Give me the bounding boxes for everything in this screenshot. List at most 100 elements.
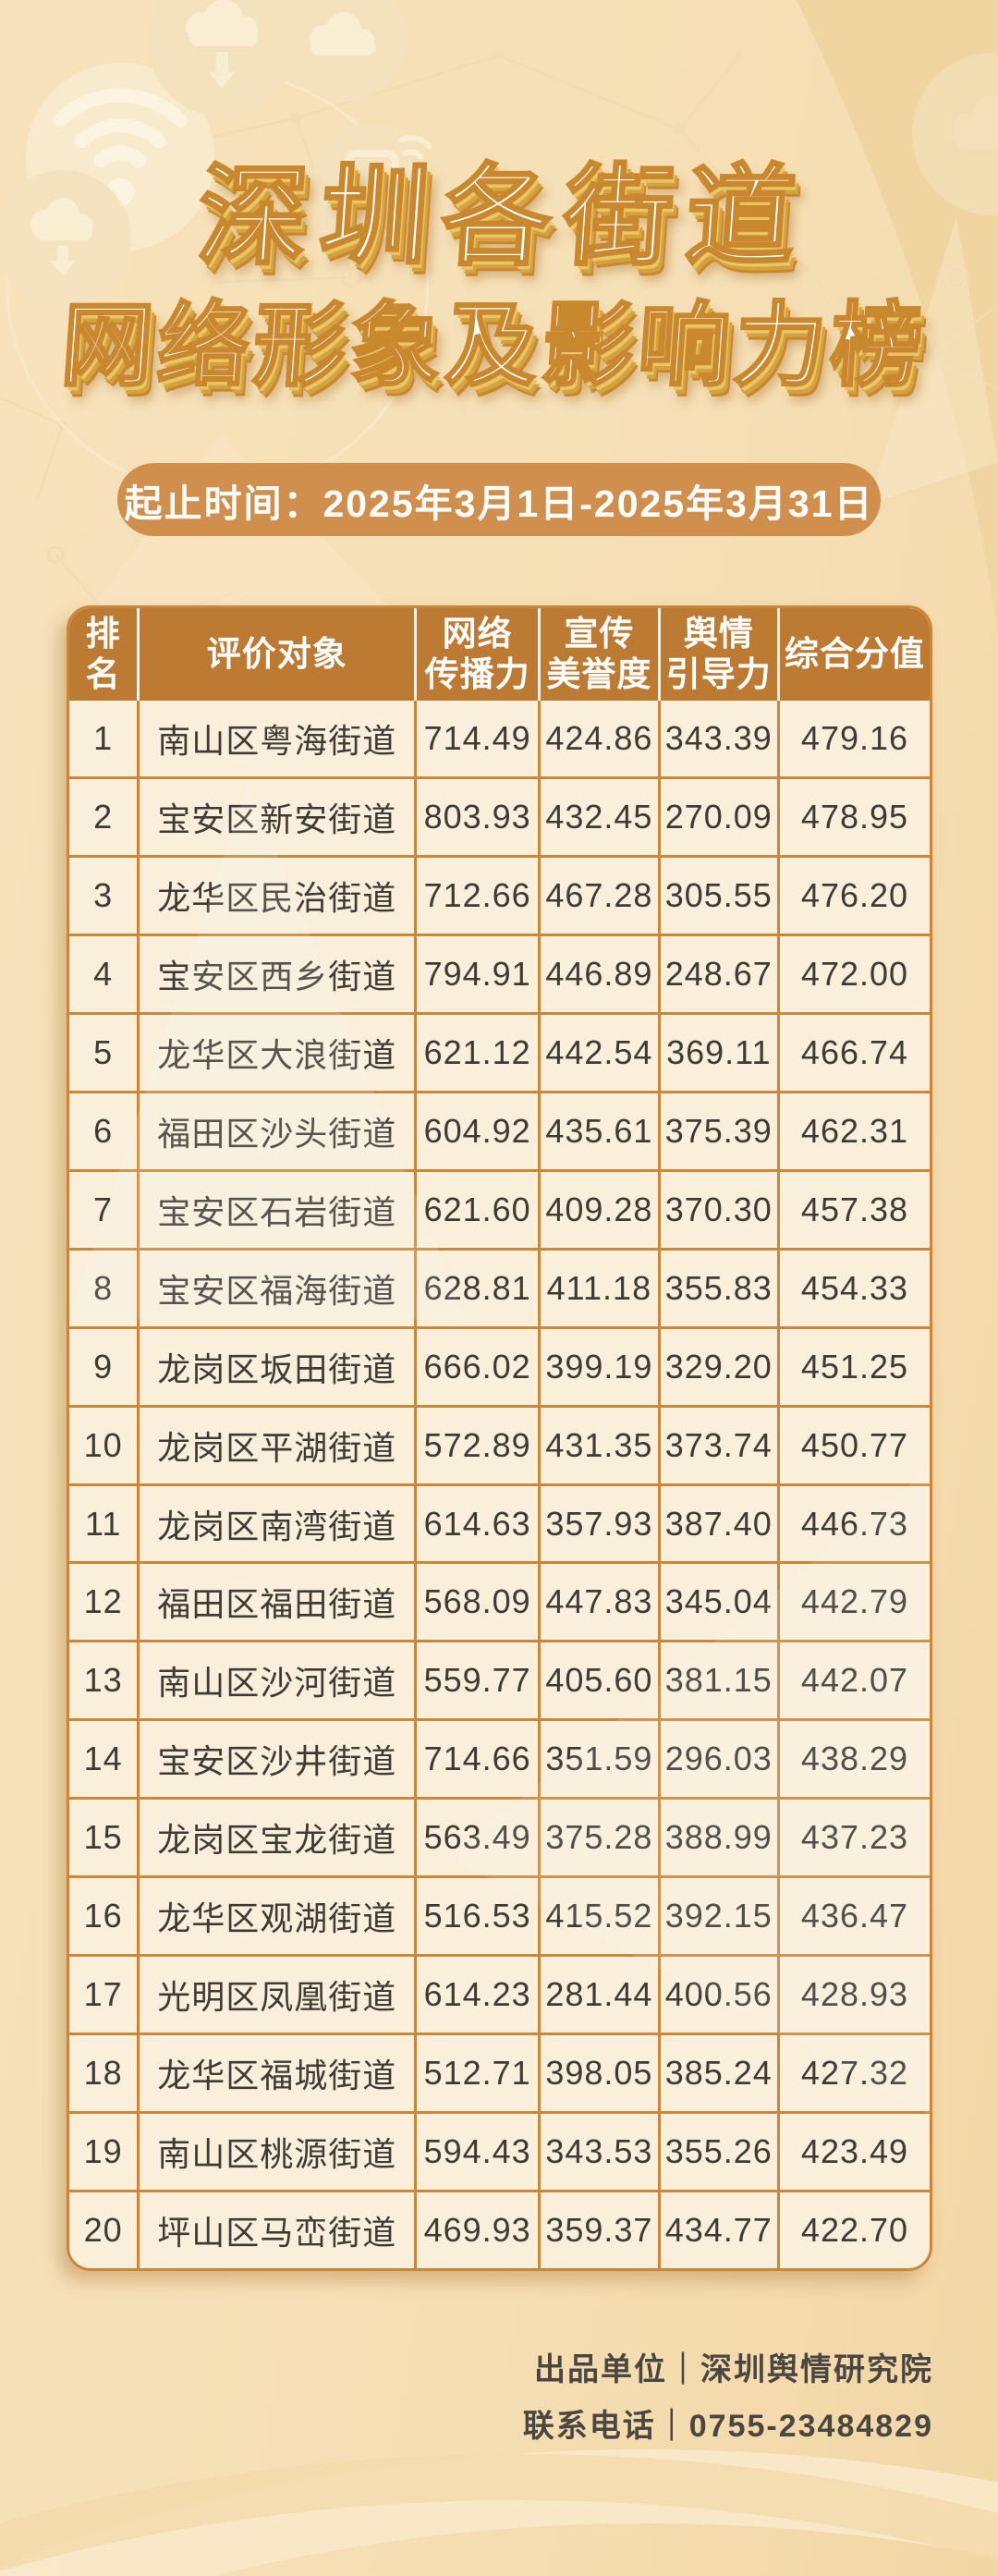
rank-cell: 19 [69, 2114, 140, 2191]
column-header-spread: 网络 传播力 [417, 608, 542, 701]
spread-score-cell: 714.66 [417, 1721, 542, 1798]
composite-score-cell: 423.49 [800, 2132, 909, 2171]
publisher-line: 出品单位｜深圳舆情研究院 [534, 2352, 933, 2387]
composite-score-cell: 478.95 [800, 797, 909, 836]
street-name-cell: 龙华区大浪街道 [140, 1014, 418, 1091]
rank-cell: 20 [69, 2192, 140, 2268]
rank-cell: 7 [69, 1171, 140, 1248]
composite-score-cell: 437.23 [800, 1818, 909, 1857]
reputation-score-cell: 351.59 [541, 1721, 661, 1798]
spread-score-cell: 614.63 [417, 1485, 542, 1562]
table-body: 1 南山区粤海街道 714.49 424.86 343.39 479.16 2 宝安区新安街道… [69, 701, 930, 2268]
guidance-score-cell: 345.04 [661, 1564, 780, 1641]
spread-score-cell: 714.49 [417, 701, 542, 776]
composite-score-cell: 422.70 [800, 2211, 909, 2250]
composite-score-cell: 466.74 [800, 1032, 909, 1071]
composite-score-cell: 446.73 [800, 1504, 909, 1543]
street-name-cell: 龙岗区平湖街道 [140, 1407, 418, 1483]
composite-score-cell: 472.00 [800, 954, 909, 993]
guidance-score-cell: 355.83 [661, 1250, 780, 1326]
reputation-score-cell: 398.05 [541, 2035, 661, 2112]
table-row: 12 福田区福田街道 568.09 447.83 345.04 442.79 [69, 1561, 930, 1641]
composite-score-cell: 451.25 [800, 1347, 909, 1386]
table-row: 3 龙华区民治街道 712.66 467.28 305.55 476.20 [69, 854, 930, 934]
reputation-score-cell: 435.61 [541, 1093, 661, 1169]
guidance-score-cell: 388.99 [661, 1800, 780, 1876]
composite-score-cell: 462.31 [800, 1111, 909, 1150]
composite-score-cell: 427.32 [800, 2054, 909, 2093]
reputation-score-cell: 409.28 [541, 1171, 661, 1248]
rank-cell: 9 [69, 1328, 140, 1405]
table-row: 2 宝安区新安街道 803.93 432.45 270.09 478.95 [69, 775, 930, 855]
composite-score-cell: 438.29 [800, 1740, 909, 1778]
guidance-score-cell: 270.09 [661, 778, 780, 855]
column-header-target: 评价对象 [140, 608, 418, 701]
title-line-1: 深圳各街道 [192, 155, 813, 280]
reputation-score-cell: 467.28 [541, 857, 661, 934]
spread-score-cell: 469.93 [417, 2192, 542, 2268]
table-row: 15 龙岗区宝龙街道 563.49 375.28 388.99 437.23 [69, 1797, 930, 1876]
table-row: 16 龙华区观湖街道 516.53 415.52 392.15 436.47 [69, 1875, 930, 1955]
ranking-table: 排名 评价对象 网络 传播力 宣传 美誉度 舆情 引导力 综合分值 1 南山区粤海街道 714… [67, 605, 932, 2271]
street-name-cell: 宝安区石岩街道 [140, 1171, 418, 1248]
rank-cell: 17 [69, 1957, 140, 2033]
reputation-score-cell: 424.86 [541, 701, 661, 776]
reputation-score-cell: 375.28 [541, 1800, 661, 1876]
table-row: 11 龙岗区南湾街道 614.63 357.93 387.40 446.73 [69, 1483, 930, 1562]
guidance-score-cell: 375.39 [661, 1093, 780, 1169]
rank-cell: 10 [69, 1407, 140, 1483]
street-name-cell: 坪山区马峦街道 [140, 2192, 418, 2268]
guidance-score-cell: 387.40 [661, 1485, 780, 1562]
spread-score-cell: 572.89 [417, 1407, 542, 1483]
table-row: 19 南山区桃源街道 594.43 343.53 355.26 423.49 [69, 2111, 930, 2191]
guidance-score-cell: 400.56 [661, 1957, 780, 2033]
guidance-score-cell: 248.67 [661, 935, 780, 1012]
table-row: 18 龙华区福城街道 512.71 398.05 385.24 427.32 [69, 2033, 930, 2112]
period-banner-text: 起止时间：2025年3月1日-2025年3月31日 [124, 482, 874, 525]
street-name-cell: 龙华区福城街道 [140, 2035, 418, 2112]
spread-score-cell: 628.81 [417, 1250, 542, 1326]
table-row: 4 宝安区西乡街道 794.91 446.89 248.67 472.00 [69, 933, 930, 1012]
spread-score-cell: 568.09 [417, 1564, 542, 1641]
street-name-cell: 南山区桃源街道 [140, 2114, 418, 2191]
phone-wifi-icon [312, 124, 432, 242]
reputation-score-cell: 415.52 [541, 1878, 661, 1955]
street-name-cell: 龙岗区南湾街道 [140, 1485, 418, 1562]
cloud-icon [281, 0, 407, 102]
spread-score-cell: 512.71 [417, 2035, 542, 2112]
reputation-score-cell: 447.83 [541, 1564, 661, 1641]
street-name-cell: 福田区沙头街道 [140, 1093, 418, 1169]
bottom-curve-band [0, 2454, 998, 2571]
column-header-guidance: 舆情 引导力 [661, 608, 780, 701]
spread-score-cell: 712.66 [417, 857, 542, 934]
reputation-score-cell: 281.44 [541, 1957, 661, 2033]
street-name-cell: 龙华区观湖街道 [140, 1878, 418, 1955]
street-name-cell: 龙华区民治街道 [140, 857, 418, 934]
street-name-cell: 南山区沙河街道 [140, 1642, 418, 1719]
spread-score-cell: 794.91 [417, 935, 542, 1012]
composite-score-cell: 450.77 [800, 1425, 909, 1464]
period-banner: 起止时间：2025年3月1日-2025年3月31日 [117, 463, 881, 536]
table-row: 20 坪山区马峦街道 469.93 359.37 434.77 422.70 [69, 2190, 930, 2268]
guidance-score-cell: 305.55 [661, 857, 780, 934]
composite-score-cell: 442.79 [800, 1582, 909, 1621]
footer: 出品单位｜深圳舆情研究院 联系电话｜0755-23484829 [523, 2342, 933, 2455]
rank-cell: 8 [69, 1250, 140, 1326]
guidance-score-cell: 373.74 [661, 1407, 780, 1483]
reputation-score-cell: 357.93 [541, 1485, 661, 1562]
spread-score-cell: 621.12 [417, 1014, 542, 1091]
spread-score-cell: 621.60 [417, 1171, 542, 1248]
reputation-score-cell: 343.53 [541, 2114, 661, 2191]
spread-score-cell: 559.77 [417, 1642, 542, 1719]
table-row: 10 龙岗区平湖街道 572.89 431.35 373.74 450.77 [69, 1404, 930, 1483]
rank-cell: 18 [69, 2035, 140, 2112]
table-row: 13 南山区沙河街道 559.77 405.60 381.15 442.07 [69, 1640, 930, 1719]
table-row: 14 宝安区沙井街道 714.66 351.59 296.03 438.29 [69, 1718, 930, 1798]
street-name-cell: 光明区凤凰街道 [140, 1957, 418, 2033]
guidance-score-cell: 329.20 [661, 1328, 780, 1405]
table-row: 9 龙岗区坂田街道 666.02 399.19 329.20 451.25 [69, 1325, 930, 1405]
title-line-2: 网络形象及影响力榜 [56, 293, 931, 398]
spread-score-cell: 614.23 [417, 1957, 542, 2033]
street-name-cell: 福田区福田街道 [140, 1564, 418, 1641]
reputation-score-cell: 442.54 [541, 1014, 661, 1091]
